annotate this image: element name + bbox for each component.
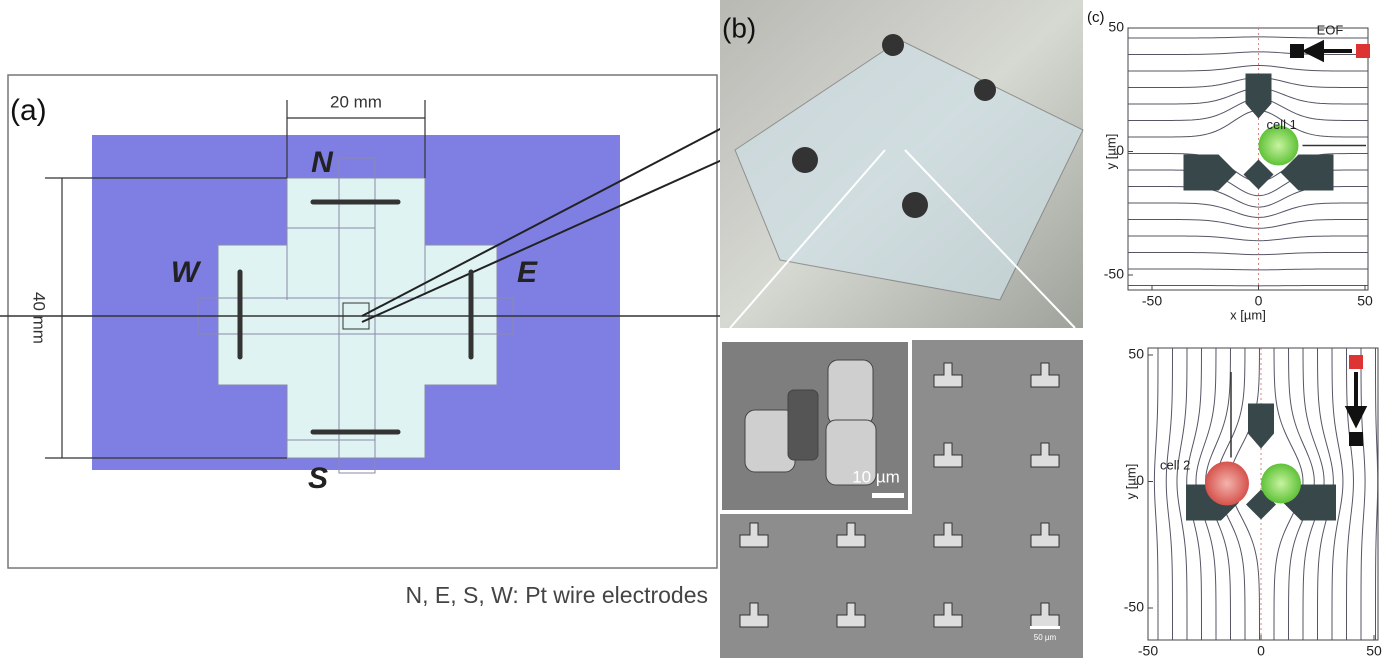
pole <box>1349 355 1363 369</box>
annotation: cell 1 <box>1267 117 1297 132</box>
panel-label: (b) <box>722 12 756 43</box>
annotation: EOF <box>1317 22 1344 37</box>
panel-c: (c) -50 0 50 -50 0 50 x [µm] y [µm] EOF cell 1 -5… <box>1087 9 1382 658</box>
electrode-label: N <box>311 146 334 179</box>
x-axis-label: x [µm] <box>1230 307 1266 322</box>
cell <box>1205 462 1249 506</box>
scale-bar <box>1030 626 1060 629</box>
electrode-label: E <box>517 256 538 289</box>
y-axis-label: y [µm] <box>1103 134 1118 170</box>
y-tick-label: 50 <box>1128 346 1144 362</box>
panel-a: (a) 20 mm 40 mm N E S W N, E, S, W: Pt w… <box>0 75 722 608</box>
y-tick-label: 50 <box>1108 19 1124 35</box>
x-tick-label: -50 <box>1138 643 1158 658</box>
x-tick-label: 0 <box>1255 293 1263 309</box>
electrode-label: S <box>308 462 328 495</box>
pole <box>1356 44 1370 58</box>
scale-bar <box>872 493 904 498</box>
x-tick-label: -50 <box>1142 293 1162 309</box>
cell <box>1261 464 1301 504</box>
x-tick-label: 0 <box>1257 643 1265 658</box>
y-axis-label: y [µm] <box>1123 464 1138 500</box>
dimension: 40 mm <box>30 292 49 344</box>
scale-label: 10 µm <box>852 467 900 486</box>
annotation: cell 2 <box>1160 457 1190 472</box>
pole <box>1349 432 1363 446</box>
y-tick-label: -50 <box>1124 599 1144 615</box>
panel-label: (c) <box>1087 9 1105 26</box>
x-tick-label: 50 <box>1366 643 1382 658</box>
figure: (a) 20 mm 40 mm N E S W N, E, S, W: Pt w… <box>0 0 1396 658</box>
scale-label: 50 µm <box>1034 633 1057 642</box>
dimension: 20 mm <box>330 92 382 111</box>
panel-b: (b) 10 µm 50 µm <box>720 0 1083 658</box>
electrode-label: W <box>171 256 202 289</box>
caption: N, E, S, W: Pt wire electrodes <box>405 582 708 608</box>
x-tick-label: 50 <box>1357 293 1373 309</box>
panel-label: (a) <box>10 94 47 127</box>
y-tick-label: -50 <box>1104 266 1124 282</box>
